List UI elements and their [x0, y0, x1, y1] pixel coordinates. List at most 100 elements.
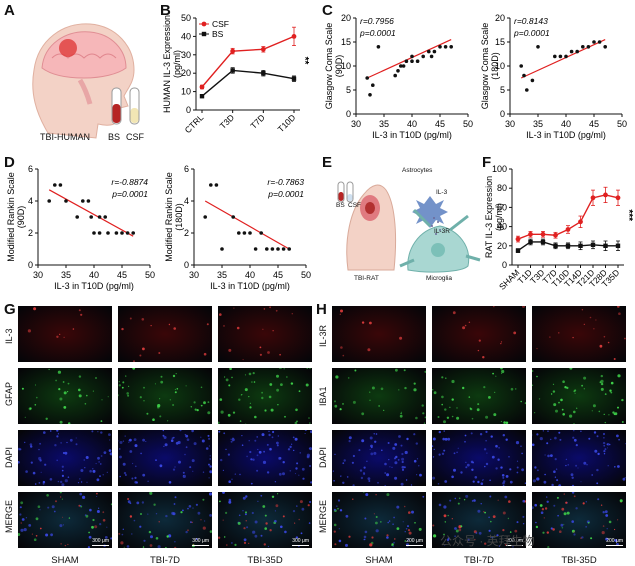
micrograph-gfap-tbi-7d	[118, 368, 212, 424]
data-point	[371, 83, 375, 87]
significance-marker: **	[299, 57, 310, 65]
data-point	[220, 247, 224, 251]
data-point	[592, 40, 596, 44]
x-tick-label: 40	[245, 270, 255, 280]
data-point	[287, 247, 291, 251]
x-tick-label: T7D	[248, 112, 266, 130]
micrograph-texture	[121, 317, 209, 362]
data-point	[515, 236, 521, 242]
chart-f-rat-il3: 020406080100SHAMT1DT3DT7DT10DT14DT21DT28…	[484, 164, 634, 292]
micrograph-merge-tbi-7d: 300 μm	[118, 492, 212, 548]
panel-a-title: TBI-HUMAN	[40, 132, 90, 142]
scale-bar-label: 200 μm	[606, 538, 623, 546]
x-tick-label: 50	[617, 119, 627, 129]
x-tick-label: 30	[33, 270, 43, 280]
micrograph-texture	[432, 430, 526, 486]
scale-bar-label: 300 μm	[292, 538, 309, 546]
micrograph-texture	[332, 433, 422, 486]
y-tick-label: 20	[495, 13, 505, 23]
regression-line	[366, 39, 452, 79]
data-point	[586, 45, 591, 49]
data-point	[242, 231, 247, 235]
data-point	[525, 88, 529, 92]
micrograph-texture	[218, 368, 311, 424]
x-axis-label: IL-3 in T10D (pg/ml)	[526, 130, 606, 140]
chart-d2-mrs-180d: 0 2 4 6 30 35 40 45 50 IL-3 in T10D (pg/ml) Modifi…	[164, 164, 311, 291]
x-tick-label: 45	[589, 119, 599, 129]
micrograph-dapi-sham	[332, 430, 426, 486]
row-label-dapi: DAPI	[4, 447, 14, 469]
data-point	[396, 69, 400, 73]
micrograph-texture	[532, 430, 626, 486]
data-point	[103, 215, 107, 219]
micrograph-iba1-tbi-7d	[432, 368, 526, 424]
y-tick-label: 20	[181, 68, 191, 78]
panel-label-g: G	[4, 301, 16, 318]
y-axis-label-unit: (pg/ml)	[172, 50, 182, 78]
scale-bar	[92, 545, 109, 546]
micrograph-texture	[432, 494, 526, 548]
data-point	[270, 247, 275, 251]
data-point	[410, 59, 414, 63]
data-point	[265, 247, 269, 251]
data-point	[89, 215, 93, 219]
data-point	[410, 54, 414, 59]
rat-illustration	[337, 181, 481, 273]
scale-bar	[406, 545, 423, 546]
legend-label: BS	[212, 29, 224, 39]
data-point	[106, 231, 110, 235]
panel-label-e: E	[322, 154, 333, 171]
r-value: r=-0.8874	[111, 177, 148, 187]
y-tick-label: 10	[181, 87, 191, 97]
micrograph-merge-tbi-7d: 200 μm	[432, 492, 526, 548]
p-value: p=0.0001	[359, 28, 396, 38]
data-point	[230, 68, 235, 73]
panel-label-d: D	[4, 154, 15, 171]
y-tick-label: 80	[497, 183, 507, 193]
data-point	[365, 76, 369, 80]
chart-c1-gcs-90d: 0 5 10 15 20 30 35 40 45 50 IL-3 in T10D (pg/ml) Gl…	[324, 13, 473, 140]
data-point	[230, 48, 236, 54]
data-point	[131, 231, 135, 235]
micrograph-texture	[118, 492, 212, 548]
micrograph-texture	[536, 306, 626, 360]
x-tick-label: 50	[145, 270, 155, 280]
data-point	[540, 239, 546, 245]
x-tick-label: 35	[379, 119, 389, 129]
data-point	[522, 73, 526, 78]
scale-bar	[506, 545, 523, 546]
y-tick-label: 4	[28, 196, 33, 206]
micrograph-il-3r-sham	[332, 306, 426, 362]
y-axis-label: RAT IL-3 Expression	[484, 176, 494, 258]
data-point	[393, 73, 397, 78]
micrograph-dapi-tbi-35d	[218, 430, 312, 486]
panel-label-f: F	[482, 154, 492, 171]
data-point	[399, 64, 403, 68]
data-point	[199, 94, 205, 99]
row-label-il-3r: IL-3R	[318, 324, 328, 347]
y-tick-label: 6	[28, 164, 33, 174]
data-point	[203, 215, 207, 219]
data-point	[429, 54, 434, 59]
data-point	[528, 239, 533, 245]
label-il3: IL-3	[436, 189, 448, 196]
micrograph-il-3r-tbi-7d	[432, 306, 526, 362]
data-point	[368, 93, 372, 97]
micrograph-il-3-tbi-35d	[218, 306, 312, 362]
y-tick-label: 6	[184, 164, 189, 174]
y-tick-label: 5	[500, 85, 505, 95]
x-tick-label: 30	[189, 270, 199, 280]
data-point	[530, 78, 535, 83]
data-point	[47, 199, 51, 203]
data-point	[209, 183, 213, 187]
y-tick-label: 0	[500, 109, 505, 119]
y-tick-label: 15	[495, 37, 505, 47]
x-tick-label: 35	[61, 270, 71, 280]
micrograph-dapi-sham	[18, 430, 112, 486]
col-label-tbi-7d: TBI-7D	[463, 555, 495, 566]
y-axis-label-unit: (180D)	[490, 52, 500, 80]
data-point	[449, 45, 453, 49]
watermark-text: 公众号 · 英拜生物	[440, 534, 535, 548]
data-point	[528, 231, 533, 237]
x-tick-label: 30	[351, 119, 361, 129]
